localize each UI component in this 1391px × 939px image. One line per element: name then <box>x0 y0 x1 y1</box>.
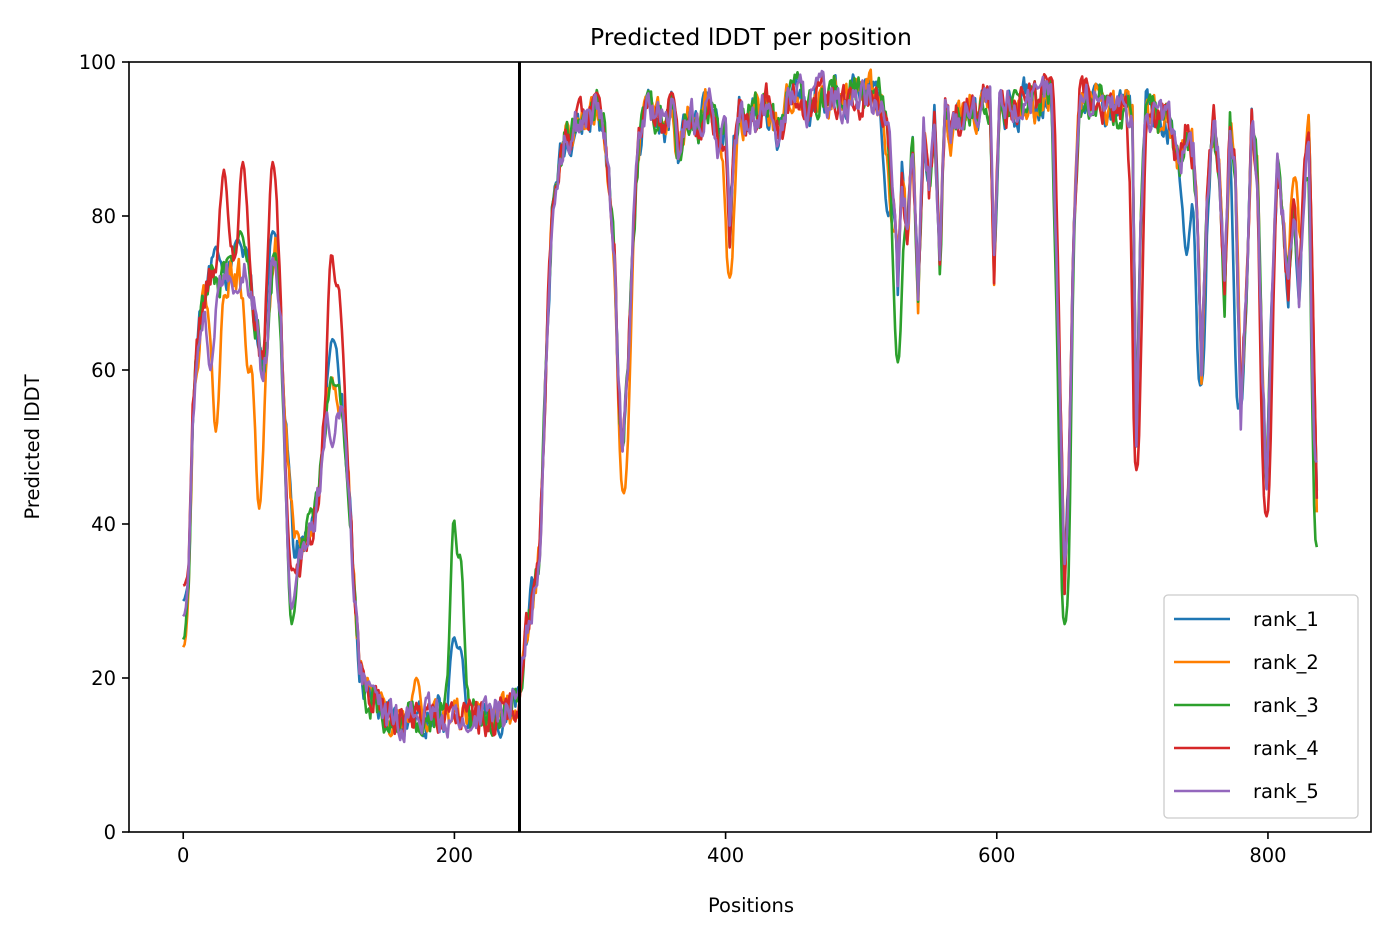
legend-label: rank_2 <box>1253 651 1319 674</box>
x-tick-label: 800 <box>1249 844 1286 867</box>
legend-label: rank_3 <box>1253 694 1319 717</box>
x-tick-label: 200 <box>436 844 473 867</box>
series-line-rank-5 <box>182 69 1318 744</box>
chart-title: Predicted lDDT per position <box>590 23 912 51</box>
y-tick-label: 40 <box>91 513 116 536</box>
y-tick-label: 80 <box>91 205 116 228</box>
legend-label: rank_5 <box>1253 780 1319 803</box>
y-axis: 0 20 40 60 80 100 <box>79 51 129 844</box>
y-axis-title: Predicted lDDT <box>21 374 44 519</box>
series-line-rank-3 <box>182 71 1319 737</box>
x-axis-title: Positions <box>708 894 794 917</box>
legend-box <box>1163 594 1359 819</box>
y-tick-label: 20 <box>91 667 116 690</box>
x-tick-label: 400 <box>707 844 744 867</box>
legend-label: rank_1 <box>1253 608 1319 631</box>
y-tick-label: 60 <box>91 359 116 382</box>
x-tick-label: 0 <box>177 844 189 867</box>
legend-label: rank_4 <box>1253 737 1319 760</box>
x-axis: 0 200 400 600 800 <box>177 832 1287 867</box>
y-tick-label: 0 <box>104 821 116 844</box>
series-layer <box>182 68 1319 744</box>
series-line-rank-2 <box>182 68 1319 738</box>
series-line-rank-1 <box>182 73 1319 740</box>
series-line-rank-4 <box>182 71 1319 738</box>
legend: rank_1 rank_2 rank_3 rank_4 rank_5 <box>1163 594 1359 819</box>
plot-area-frame <box>128 61 1372 833</box>
y-tick-label: 100 <box>79 51 116 74</box>
x-tick-label: 600 <box>978 844 1015 867</box>
